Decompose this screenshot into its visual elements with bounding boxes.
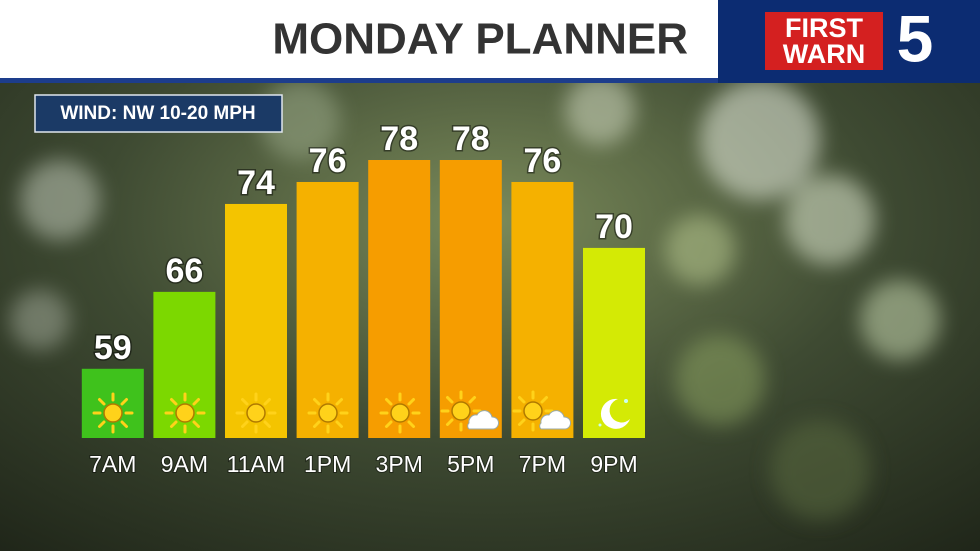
sun-icon bbox=[235, 392, 277, 434]
value-label: 76 bbox=[309, 142, 347, 180]
value-label: 59 bbox=[94, 329, 132, 367]
value-label: 74 bbox=[237, 164, 275, 202]
logo-red bbox=[765, 12, 883, 70]
x-tick-label: 9PM bbox=[590, 451, 637, 477]
bar bbox=[583, 247, 645, 438]
bokeh bbox=[10, 75, 940, 520]
logo-text: FIRST bbox=[785, 13, 864, 43]
value-label: 78 bbox=[452, 120, 490, 158]
header-rule bbox=[0, 78, 718, 83]
sun-icon bbox=[307, 392, 349, 434]
chart-title: MONDAY PLANNER bbox=[272, 15, 688, 64]
bar bbox=[225, 203, 287, 438]
logo-text: WARN bbox=[783, 39, 866, 69]
value-label: 66 bbox=[165, 252, 203, 290]
x-tick-label: 9AM bbox=[161, 451, 208, 477]
x-tick-label: 7PM bbox=[519, 451, 566, 477]
bar bbox=[439, 160, 502, 438]
wind-box bbox=[34, 94, 283, 133]
bar bbox=[368, 160, 431, 438]
x-tick-label: 1PM bbox=[304, 451, 351, 477]
header-band bbox=[0, 0, 718, 80]
x-tick-label: 7AM bbox=[89, 451, 136, 477]
sun-icon bbox=[379, 392, 421, 434]
sun-icon bbox=[92, 392, 134, 434]
x-tick-label: 11AM bbox=[227, 451, 285, 477]
annotation: WIND: NW 10-20 MPH bbox=[60, 103, 255, 124]
x-tick-label: 5PM bbox=[447, 451, 494, 477]
logo-number: 5 bbox=[897, 1, 934, 75]
x-tick-label: 3PM bbox=[376, 451, 423, 477]
value-label: 70 bbox=[595, 208, 633, 246]
sun-icon bbox=[164, 392, 206, 434]
bar bbox=[511, 181, 574, 438]
value-label: 78 bbox=[380, 120, 418, 158]
value-label: 76 bbox=[523, 142, 561, 180]
